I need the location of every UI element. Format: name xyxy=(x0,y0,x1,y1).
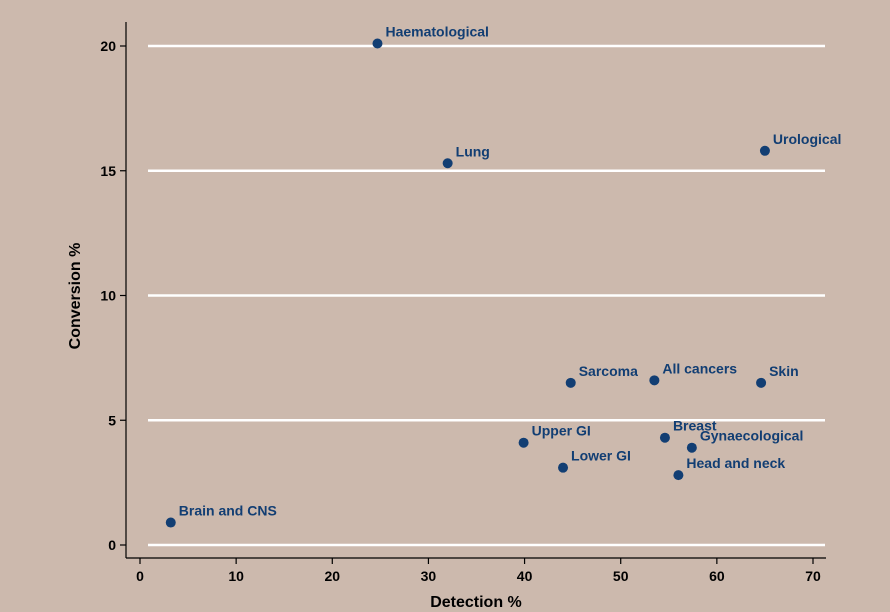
point-label-gynaecological: Gynaecological xyxy=(700,428,803,444)
axes xyxy=(125,22,826,559)
data-point-all-cancers xyxy=(649,375,660,386)
y-tick-label: 20 xyxy=(100,38,116,54)
gridlines xyxy=(148,44,825,547)
point-label-lower-gi: Lower GI xyxy=(571,448,631,464)
point-label-sarcoma: Sarcoma xyxy=(579,363,638,379)
point-label-brain-and-cns: Brain and CNS xyxy=(179,503,277,519)
y-tick-label: 0 xyxy=(108,537,116,553)
point-label-haematological: Haematological xyxy=(385,24,488,40)
data-point-brain-and-cns xyxy=(165,517,176,528)
data-point-gynaecological xyxy=(686,442,697,453)
y-tick-label: 5 xyxy=(108,412,116,428)
x-tick-label: 70 xyxy=(805,568,821,584)
x-tick-label: 40 xyxy=(517,568,533,584)
point-label-all-cancers: All cancers xyxy=(662,360,737,376)
y-ticks: 0 5 10 15 20 xyxy=(100,38,126,553)
x-tick-label: 20 xyxy=(324,568,340,584)
x-axis-title: Detection % xyxy=(430,594,522,611)
y-axis-title: Conversion % xyxy=(67,243,84,350)
y-tick-label: 15 xyxy=(100,163,116,179)
point-label-lung: Lung xyxy=(456,143,490,159)
data-point-lung xyxy=(442,158,453,169)
data-point-haematological xyxy=(372,38,383,49)
x-tick-label: 30 xyxy=(421,568,437,584)
data-point-skin xyxy=(756,377,767,388)
data-point-sarcoma xyxy=(565,377,576,388)
data-point-urological xyxy=(759,145,770,156)
x-tick-label: 10 xyxy=(228,568,244,584)
x-tick-label: 60 xyxy=(709,568,725,584)
point-label-urological: Urological xyxy=(773,131,841,147)
point-label-upper-gi: Upper GI xyxy=(532,423,591,439)
x-tick-label: 50 xyxy=(613,568,629,584)
data-points: Haematological Lung Urological Sarcoma All c… xyxy=(165,24,841,528)
point-label-head-and-neck: Head and neck xyxy=(686,455,785,471)
data-point-upper-gi xyxy=(518,437,529,448)
point-label-skin: Skin xyxy=(769,363,799,379)
x-ticks: 0 10 20 30 40 50 60 70 xyxy=(136,558,821,584)
data-point-lower-gi xyxy=(558,462,569,473)
data-point-breast xyxy=(659,432,670,443)
x-tick-label: 0 xyxy=(136,568,144,584)
point-label-breast: Breast xyxy=(673,418,717,434)
data-point-head-and-neck xyxy=(673,470,684,481)
y-tick-label: 10 xyxy=(100,288,116,304)
